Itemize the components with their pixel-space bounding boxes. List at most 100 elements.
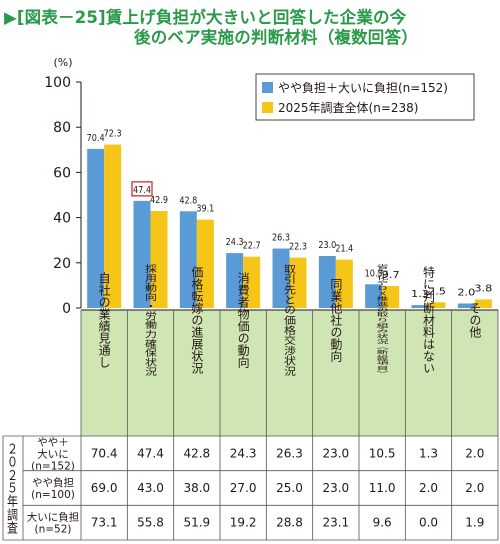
y-tick-label: 0 [62, 301, 71, 317]
bar-series-1 [87, 148, 105, 308]
bar-series-2 [335, 259, 353, 308]
table-cell: 1.3 [419, 446, 438, 460]
legend-label-1: やや負担＋大いに負担(n=152) [278, 81, 448, 95]
legend-box [255, 73, 475, 121]
data-label-series-1: 47.4 [133, 185, 151, 196]
data-label-series-2: 22.7 [243, 241, 261, 252]
table-cell: 73.1 [91, 516, 118, 530]
bar-series-2 [104, 144, 122, 308]
bar-series-2 [243, 256, 261, 308]
table-cell: 23.0 [322, 446, 349, 460]
bar-series-1 [411, 305, 429, 308]
bar-series-1 [272, 248, 290, 308]
category-label: 価格転嫁の進展状況 [190, 266, 204, 374]
title-line-1: ▶[図表－25]賃上げ負担が大きいと回答した企業の今 [4, 4, 406, 28]
data-label-series-1: 42.8 [179, 195, 197, 206]
table-cell: 42.8 [183, 446, 210, 460]
table-cell: 38.0 [183, 481, 210, 495]
category-label: その他 [468, 302, 482, 338]
category-label: 自社の業績見通し [97, 272, 111, 368]
table-row-label: (n=52) [34, 524, 71, 536]
table-header-bg [81, 310, 498, 436]
bar-series-1 [365, 284, 383, 308]
y-tick-label: 60 [53, 165, 71, 181]
bar-series-2 [289, 257, 307, 308]
table-cell: 70.4 [91, 446, 118, 460]
bar-series-1 [457, 303, 475, 308]
category-label: 特に判断材料はない [422, 265, 436, 374]
legend-label-2: 2025年調査全体(n=238) [278, 100, 418, 115]
table-cell: 28.8 [276, 516, 303, 530]
table-cell: 26.3 [276, 446, 303, 460]
y-unit-label: (%) [53, 56, 72, 69]
legend-swatch-2 [262, 102, 273, 113]
data-label-series-2: 72.3 [104, 129, 122, 140]
data-label-series-2: 9.7 [382, 270, 400, 281]
data-label-series-1: 24.3 [226, 237, 244, 248]
table-cell: 25.0 [276, 481, 303, 495]
bar-series-2 [196, 219, 214, 308]
bar-series-2 [428, 302, 446, 308]
table-cell: 55.8 [137, 516, 164, 530]
table-cell: 2.0 [419, 481, 438, 495]
data-label-series-2: 21.4 [335, 244, 353, 255]
data-label-series-2: 2.5 [428, 286, 446, 297]
table-side-label: ２０２５年調査 [6, 442, 19, 534]
data-label-series-2: 39.1 [196, 204, 214, 215]
table-cell: 43.0 [137, 481, 164, 495]
table-row-label: 大いに [37, 447, 69, 460]
bar-series-2 [474, 299, 492, 308]
table-cell: 2.0 [465, 446, 484, 460]
bar-series-1 [133, 200, 151, 308]
bar-series-1 [318, 256, 336, 308]
bar-series-2 [150, 211, 168, 308]
data-label-series-1: 23.0 [318, 240, 336, 251]
bar-series-1 [179, 211, 197, 308]
title-text-1: [図表－25]賃上げ負担が大きいと回答した企業の今 [16, 8, 407, 27]
table-row-label: 大いに負担 [27, 511, 80, 524]
category-label: 同業他社の動向 [329, 278, 343, 362]
table-cell: 19.2 [230, 516, 257, 530]
category-label: 採用動向・労働力確保状況 [144, 264, 158, 376]
table-row-label: (n=100) [31, 489, 75, 501]
table-row-label: (n=152) [31, 460, 75, 472]
table-cell: 9.6 [373, 516, 392, 530]
category-label: 取引先との価格交渉状況 [283, 264, 297, 376]
title-line-2: 後のベア実施の判断材料（複数回答） [134, 24, 418, 48]
table-row-label: やや負担 [32, 477, 74, 489]
data-label-series-1: 26.3 [272, 233, 290, 244]
table-cell: 69.0 [91, 481, 118, 495]
table-cell: 47.4 [137, 446, 164, 460]
data-label-series-2: 3.8 [474, 283, 492, 294]
table-cell: 23.0 [322, 481, 349, 495]
highlight-box [131, 181, 153, 197]
data-label-series-1: 1.3 [411, 289, 429, 300]
data-label-series-1: 10.5 [365, 268, 383, 279]
data-label-series-2: 42.9 [150, 195, 168, 206]
table-row-label: やや＋ [37, 436, 69, 448]
title-triangle-icon: ▶ [4, 8, 17, 27]
table-cell: 10.5 [369, 446, 396, 460]
table-cell: 0.0 [419, 516, 438, 530]
table-cell: 2.0 [465, 481, 484, 495]
table-cell: 1.9 [465, 516, 484, 530]
title-text-2: 後のベア実施の判断材料（複数回答） [134, 28, 418, 47]
table-cell: 24.3 [230, 446, 257, 460]
data-label-series-1: 2.0 [457, 287, 475, 298]
category-label: 省力化やＤＸ推進の取り組み状況（新設項目） [375, 264, 389, 376]
y-tick-label: 80 [53, 120, 71, 136]
table-cell: 23.1 [322, 516, 349, 530]
legend-swatch-1 [262, 82, 273, 93]
category-label: 消費者物価の動向 [236, 272, 250, 368]
y-tick-label: 100 [44, 75, 71, 91]
table-cell: 27.0 [230, 481, 257, 495]
y-tick-label: 40 [53, 211, 71, 227]
data-label-series-1: 70.4 [87, 133, 105, 144]
bar-series-2 [382, 286, 400, 308]
data-label-series-2: 22.3 [289, 242, 307, 253]
table-cell: 11.0 [369, 481, 396, 495]
table-cell: 51.9 [183, 516, 210, 530]
bar-series-1 [226, 253, 244, 308]
y-tick-label: 20 [53, 256, 71, 272]
